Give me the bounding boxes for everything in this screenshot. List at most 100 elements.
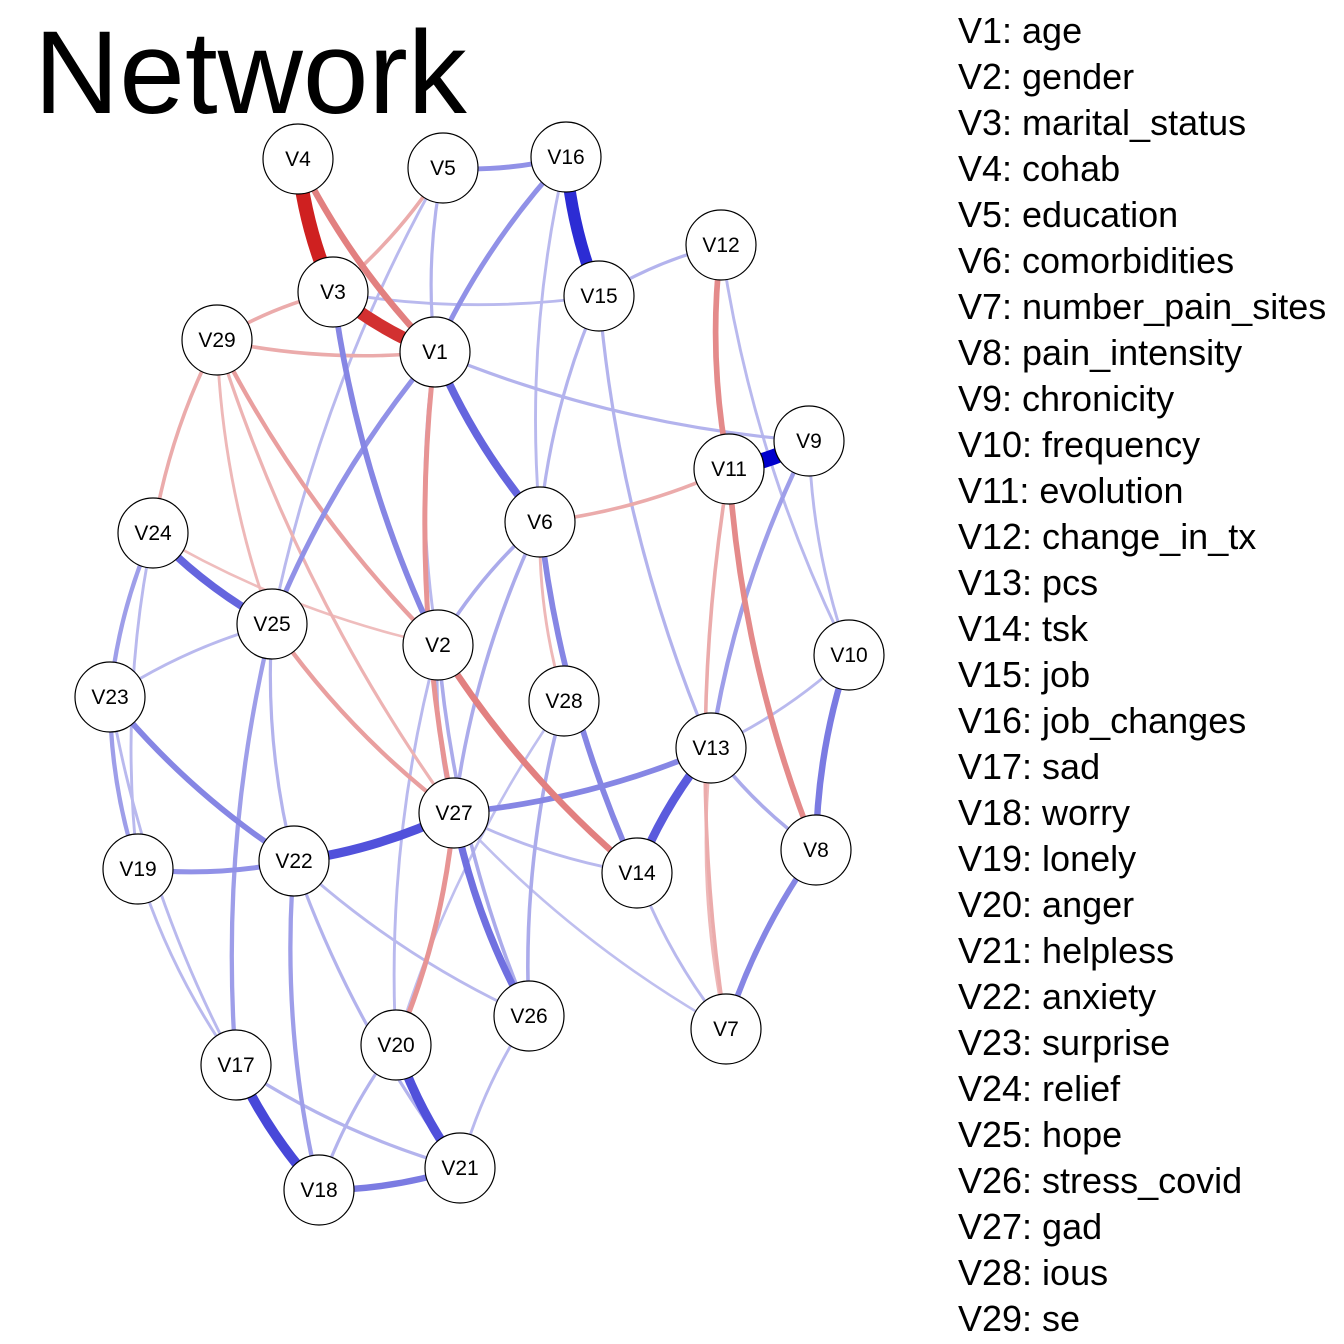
node-label: V6 [527,511,553,534]
legend-item: V14: tsk [958,608,1089,649]
legend-item: V25: hope [958,1114,1123,1155]
node-v28: V28 [528,665,600,737]
node-circle [601,837,673,909]
edge-v28-v26 [526,699,566,1018]
node-label: V13 [692,737,729,760]
node-v13: V13 [675,712,747,784]
node-label: V9 [796,430,822,453]
legend-item: V21: helpless [958,930,1175,971]
node-label: V1 [422,341,448,364]
edge-v1-v9 [433,350,811,443]
node-v2: V2 [402,609,474,681]
edge-v29-v27 [215,338,456,815]
node-v27: V27 [418,777,490,849]
node-v8: V8 [780,814,852,886]
node-v7: V7 [690,993,762,1065]
node-v4: V4 [262,123,334,195]
node-label: V14 [618,862,656,885]
node-label: V27 [435,802,472,825]
node-v1: V1 [399,316,471,388]
node-label: V23 [91,686,128,709]
node-circle [773,405,845,477]
node-v18: V18 [283,1154,355,1226]
node-v20: V20 [360,1009,432,1081]
node-circle [262,123,334,195]
edge-v2-v14 [434,641,641,877]
node-label: V20 [377,1034,414,1057]
legend-item: V8: pain_intensity [958,332,1243,373]
node-v19: V19 [102,833,174,905]
node-v5: V5 [407,132,479,204]
node-circle [693,433,765,505]
node-label: V4 [285,148,311,171]
node-circle [102,833,174,905]
node-circle [360,1009,432,1081]
edge-v11-v8 [726,466,819,853]
legend-item: V2: gender [958,56,1135,97]
legend-item: V11: evolution [958,470,1184,511]
node-v6: V6 [504,486,576,558]
legend-item: V26: stress_covid [958,1160,1243,1201]
node-v12: V12 [685,209,757,281]
node-v29: V29 [181,304,253,376]
legend-item: V1: age [958,10,1083,51]
node-label: V19 [119,858,156,881]
node-label: V11 [711,458,747,481]
node-v22: V22 [258,825,330,897]
edge-v1-v25 [269,349,438,627]
legend-item: V29: se [958,1298,1081,1339]
legend-item: V13: pcs [958,562,1099,603]
node-label: V8 [803,839,829,862]
node-label: V12 [702,234,739,257]
legend-item: V10: frequency [958,424,1201,465]
node-v23: V23 [74,661,146,733]
node-layer: V1 V2 V3 V4 V5 V6 V7 V8 V9 V10 V11 V12 V13 V14 V15 V16 V… [74,121,885,1226]
edge-v6-v27 [452,520,542,815]
edge-v15-v13 [597,294,713,750]
edge-v2-v20 [392,643,440,1047]
node-circle [418,777,490,849]
legend-item: V22: anxiety [958,976,1157,1017]
node-circle [402,609,474,681]
edge-v3-v2 [330,289,441,648]
node-circle [493,980,565,1052]
node-v17: V17 [200,1029,272,1101]
node-circle [675,712,747,784]
legend-item: V6: comorbidities [958,240,1235,281]
edge-v22-v26 [292,859,531,1018]
node-circle [283,1154,355,1226]
legend-item: V9: chronicity [958,378,1175,419]
node-circle [528,665,600,737]
legend-item: V15: job [958,654,1091,695]
node-label: V5 [430,157,456,180]
node-v25: V25 [236,588,308,660]
legend-item: V16: job_changes [958,700,1247,741]
edge-v1-v27 [422,349,457,816]
node-label: V17 [217,1054,254,1077]
node-label: V2 [425,634,451,657]
node-label: V28 [545,690,582,713]
node-circle [200,1029,272,1101]
node-circle [530,121,602,193]
legend-item: V28: ious [958,1252,1109,1293]
node-label: V22 [275,850,312,873]
edge-v29-v2 [214,337,441,648]
edge-v16-v6 [534,155,568,524]
legend: V1: age V2: gender V3: marital_status V4: c… [958,8,1326,1342]
node-circle [780,814,852,886]
legend-item: V3: marital_status [958,102,1247,143]
legend-item: V17: sad [958,746,1101,787]
edge-v20-v27 [393,810,457,1048]
legend-item: V4: cohab [958,148,1121,189]
node-v10: V10 [813,619,885,691]
node-label: V7 [713,1018,739,1041]
edge-v9-v13 [708,438,812,751]
node-circle [690,993,762,1065]
edge-v5-v25 [270,166,445,626]
legend-item: V24: relief [958,1068,1121,1109]
node-circle [181,304,253,376]
edge-v25-v17 [229,621,275,1068]
node-circle [74,661,146,733]
legend-item: V27: gad [958,1206,1103,1247]
legend-item: V18: worry [958,792,1131,833]
